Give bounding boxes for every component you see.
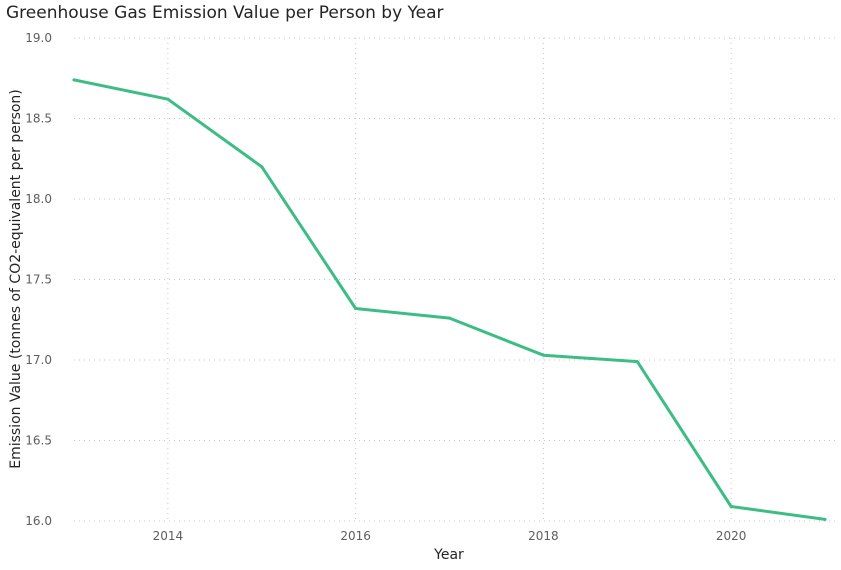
series-layer [72,78,827,521]
grid [74,37,835,522]
y-tick-label: 18.5 [25,112,52,126]
y-axis: 19.0 18.5 18.0 17.5 17.0 16.5 16.0 [25,31,52,528]
x-tick-label: 2014 [153,529,184,543]
data-point [541,353,545,357]
data-point [260,165,264,169]
data-point [635,360,639,364]
data-point [823,517,827,521]
data-point [448,316,451,320]
x-tick-label: 2020 [716,529,747,543]
x-axis-title: Year [433,547,464,563]
chart-title: Greenhouse Gas Emission Value per Person… [6,3,444,23]
y-tick-label: 19.0 [25,31,52,45]
data-point [166,97,170,101]
y-tick-label: 17.0 [25,353,52,367]
y-tick-label: 17.5 [25,273,52,287]
series-line [72,78,827,521]
x-tick-label: 2018 [528,529,559,543]
y-tick-label: 16.0 [25,514,52,528]
x-axis: 2014 2016 2018 2020 [153,529,747,543]
data-point [729,505,733,509]
y-tick-label: 16.5 [25,434,52,448]
x-tick-label: 2016 [340,529,371,543]
y-axis-title: Emission Value (tonnes of CO2-equivalent… [8,89,24,469]
data-point [72,78,76,82]
y-tick-label: 18.0 [25,192,52,206]
data-point [354,306,358,310]
